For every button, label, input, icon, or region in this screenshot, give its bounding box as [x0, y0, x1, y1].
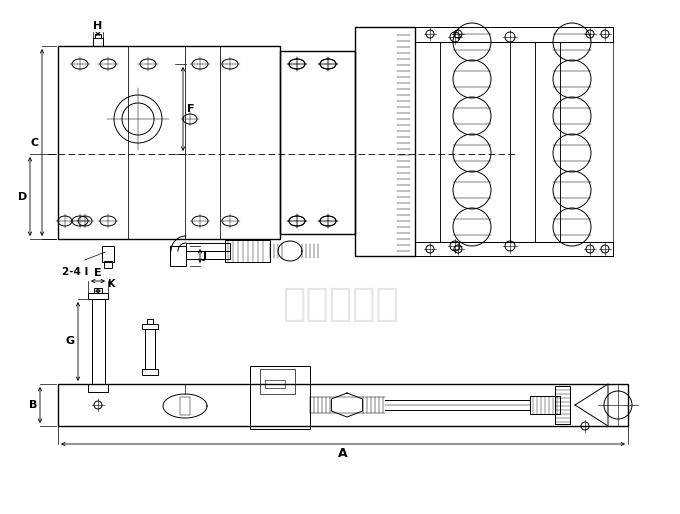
Bar	[186, 243, 230, 251]
Bar	[250, 366, 310, 429]
Bar	[92, 299, 105, 384]
Bar	[147, 319, 153, 324]
Text: K: K	[107, 279, 114, 289]
Text: F: F	[187, 104, 194, 114]
Bar	[104, 261, 112, 268]
Bar	[415, 242, 613, 256]
Bar	[260, 369, 295, 394]
Bar	[535, 42, 560, 242]
Bar	[186, 251, 230, 259]
Bar	[58, 46, 280, 239]
Bar	[265, 380, 285, 388]
Bar	[530, 396, 560, 414]
Bar	[93, 38, 103, 46]
Bar	[415, 42, 440, 242]
Bar	[415, 27, 613, 42]
Text: A: A	[338, 447, 347, 460]
Text: H: H	[93, 21, 103, 31]
Text: D: D	[18, 192, 27, 201]
Bar	[440, 42, 510, 242]
Bar	[142, 324, 158, 329]
Bar	[95, 34, 101, 38]
Text: G: G	[66, 337, 75, 346]
Bar	[280, 51, 355, 234]
Bar	[58, 384, 628, 426]
Bar	[555, 386, 570, 424]
Text: B: B	[29, 400, 37, 410]
Text: C: C	[31, 138, 39, 148]
Bar	[510, 42, 535, 242]
Bar	[170, 246, 186, 266]
Bar	[88, 293, 108, 299]
Bar	[145, 329, 155, 369]
Bar	[225, 240, 270, 262]
Bar	[355, 27, 415, 256]
Bar	[142, 369, 158, 375]
Text: J: J	[203, 251, 207, 261]
Bar	[94, 288, 102, 293]
Bar	[102, 246, 114, 262]
Bar	[180, 397, 190, 415]
Text: 盛志德机械: 盛志德机械	[282, 285, 398, 323]
Text: E: E	[95, 268, 102, 278]
Bar	[88, 384, 108, 392]
Bar	[560, 42, 613, 242]
Text: 2-4 I: 2-4 I	[62, 267, 88, 277]
